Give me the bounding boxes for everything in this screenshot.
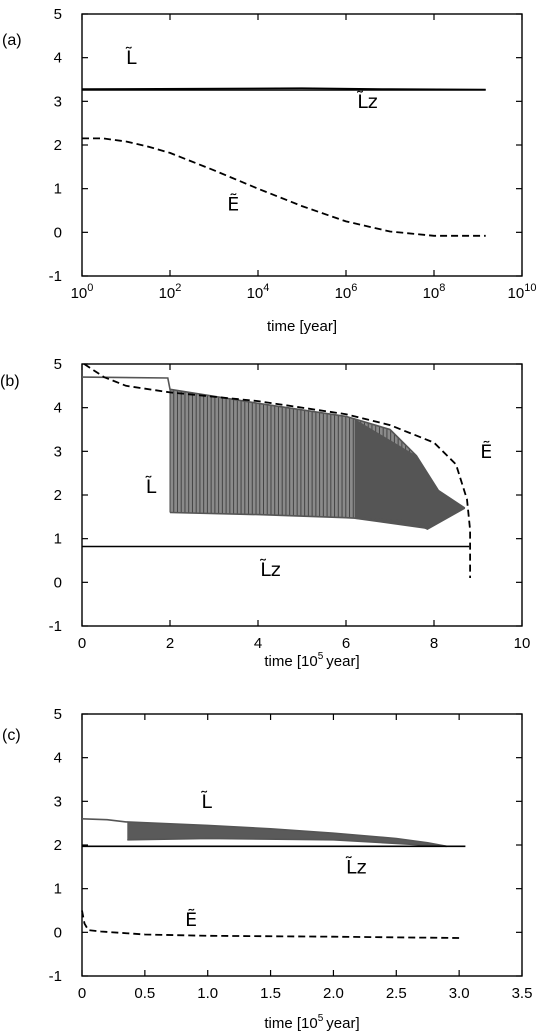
panel-b: (b) -1 0 1 2 3 4 5 0 2 4 6 8 10 L̃ L̃z Ẽ time [105 yea… <box>0 356 530 670</box>
oscillation-band <box>127 821 447 847</box>
x-tick-label: 2 <box>166 635 174 652</box>
y-tick-label: 4 <box>54 750 62 767</box>
y-tick-label: 1 <box>54 531 62 548</box>
y-tick-label: 3 <box>54 793 62 810</box>
panel-c-y-axis: -1 0 1 2 3 4 5 <box>49 706 522 985</box>
y-tick-label: 2 <box>54 487 62 504</box>
x-tick-label: 4 <box>254 635 262 652</box>
panel-c-label: (c) <box>2 727 21 744</box>
y-tick-label: 5 <box>54 6 62 23</box>
x-tick-label: 0 <box>78 635 86 652</box>
dense-oscillation-region <box>354 419 465 530</box>
panel-a-x-axis: 100 102 104 106 108 1010 <box>71 14 537 302</box>
panel-b-y-axis: -1 0 1 2 3 4 5 <box>49 356 522 635</box>
y-tick-label: 4 <box>54 400 62 417</box>
x-tick-label: 1.0 <box>197 985 218 1002</box>
y-tick-label: 3 <box>54 443 62 460</box>
x-tick-label: 102 <box>159 282 182 302</box>
panel-c-annotations: L̃ L̃z Ẽ <box>185 790 366 930</box>
y-tick-label: 0 <box>54 224 62 241</box>
panel-c-x-axis: 0 0.5 1.0 1.5 2.0 2.5 3.0 3.5 <box>78 714 533 1002</box>
curve-label: L̃z <box>346 856 367 878</box>
x-tick-label: 10 <box>514 635 531 652</box>
series-line <box>81 910 460 939</box>
curve-label: L̃ <box>145 475 156 497</box>
y-tick-label: -1 <box>49 618 62 635</box>
series-line <box>81 818 447 848</box>
panel-a-y-axis: -1 0 1 2 3 4 5 <box>49 6 522 285</box>
x-tick-label: 8 <box>430 635 438 652</box>
y-tick-label: 5 <box>54 706 62 723</box>
y-tick-label: 1 <box>54 881 62 898</box>
x-tick-label: 3.0 <box>449 985 470 1002</box>
x-tick-label: 104 <box>247 282 270 302</box>
panel-b-curves <box>81 363 471 578</box>
panel-c-x-axis-title: time [105 year] <box>264 1013 359 1032</box>
x-tick-label: 0.5 <box>134 985 155 1002</box>
y-tick-label: -1 <box>49 968 62 985</box>
panel-b-label: (b) <box>0 373 20 390</box>
curve-label: L̃z <box>260 558 281 580</box>
panel-a-label: (a) <box>2 32 22 49</box>
y-tick-label: 0 <box>54 574 62 591</box>
curve-label: L̃z <box>357 90 378 112</box>
panel-c-curves <box>81 818 466 939</box>
x-tick-label: 6 <box>342 635 350 652</box>
panel-b-x-axis-title: time [105 year] <box>264 651 359 670</box>
x-tick-label: 108 <box>423 282 446 302</box>
x-tick-label: 2.0 <box>323 985 344 1002</box>
y-tick-label: 0 <box>54 924 62 941</box>
y-tick-label: 3 <box>54 93 62 110</box>
panel-b-x-axis: 0 2 4 6 8 10 <box>78 364 531 652</box>
series-line <box>82 137 486 237</box>
x-tick-label: 2.5 <box>386 985 407 1002</box>
x-tick-label: 106 <box>335 282 358 302</box>
series-line <box>127 837 447 848</box>
curve-label: Ẽ <box>227 193 239 216</box>
curve-label: Ẽ <box>185 908 197 931</box>
y-tick-label: 1 <box>54 181 62 198</box>
series-line <box>81 376 466 509</box>
series-line <box>83 363 471 578</box>
y-tick-label: 5 <box>54 356 62 373</box>
x-tick-label: 1010 <box>508 282 537 302</box>
panel-a-curves <box>81 87 486 237</box>
x-tick-label: 3.5 <box>512 985 533 1002</box>
x-tick-label: 100 <box>71 282 94 302</box>
x-tick-label: 0 <box>78 985 86 1002</box>
panel-a-annotations: L̃ L̃z Ẽ <box>126 47 378 216</box>
curve-label: L̃ <box>126 47 137 69</box>
y-tick-label: 4 <box>54 50 62 67</box>
series-line <box>169 507 466 531</box>
x-tick-label: 1.5 <box>260 985 281 1002</box>
y-tick-label: 2 <box>54 137 62 154</box>
curve-label: Ẽ <box>480 440 492 463</box>
y-tick-label: 2 <box>54 837 62 854</box>
curve-label: L̃ <box>201 790 212 812</box>
panel-a-x-axis-title: time [year] <box>267 318 337 335</box>
panel-b-annotations: L̃ L̃z Ẽ <box>145 440 492 581</box>
y-tick-label: -1 <box>49 268 62 285</box>
